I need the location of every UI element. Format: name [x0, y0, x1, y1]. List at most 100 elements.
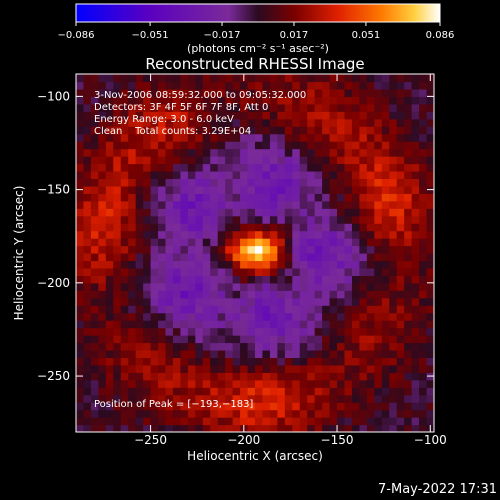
- heatmap-cell: [202, 394, 211, 403]
- heatmap-cell: [299, 402, 308, 411]
- heatmap-cell: [314, 238, 323, 247]
- heatmap-cell: [172, 148, 182, 157]
- heatmap-cell: [187, 417, 196, 426]
- heatmap-cell: [120, 335, 129, 344]
- heatmap-cell: [381, 133, 390, 142]
- heatmap-cell: [135, 238, 144, 247]
- heatmap-cell: [247, 305, 256, 314]
- heatmap-cell: [329, 320, 338, 329]
- heatmap-cell: [269, 357, 278, 366]
- heatmap-cell: [411, 290, 420, 299]
- heatmap-cell: [389, 357, 398, 366]
- heatmap-cell: [135, 342, 144, 351]
- heatmap-cell: [366, 320, 375, 329]
- heatmap-cell: [143, 238, 152, 247]
- heatmap-cell: [255, 96, 264, 105]
- heatmap-cell: [90, 282, 99, 291]
- heatmap-cell: [255, 424, 264, 432]
- heatmap-cell: [150, 335, 159, 344]
- heatmap-cell: [172, 335, 182, 344]
- heatmap-cell: [128, 372, 137, 381]
- heatmap-cell: [299, 215, 308, 224]
- heatmap-cell: [105, 208, 114, 217]
- heatmap-cell: [381, 170, 390, 180]
- heatmap-cell: [120, 178, 129, 187]
- heatmap-cell: [90, 327, 99, 336]
- heatmap-cell: [366, 185, 375, 194]
- heatmap-cell: [247, 156, 256, 165]
- heatmap-cell: [419, 357, 428, 366]
- heatmap-cell: [217, 357, 226, 366]
- heatmap-cell: [217, 133, 226, 142]
- heatmap-cell: [202, 200, 211, 209]
- heatmap-cell: [247, 282, 256, 291]
- heatmap-cell: [165, 282, 174, 291]
- heatmap-cell: [337, 327, 346, 336]
- heatmap-cell: [366, 193, 375, 202]
- heatmap-cell: [247, 118, 256, 127]
- heatmap-cell: [143, 260, 152, 269]
- heatmap-cell: [217, 170, 226, 180]
- heatmap-cell: [255, 245, 264, 254]
- heatmap-cell: [128, 230, 137, 239]
- heatmap-cell: [411, 126, 420, 135]
- heatmap-cell: [299, 387, 308, 396]
- heatmap-cell: [120, 74, 129, 83]
- heatmap-cell: [158, 178, 167, 187]
- heatmap-cell: [389, 118, 398, 127]
- heatmap-cell: [113, 156, 122, 165]
- heatmap-cell: [381, 290, 390, 299]
- heatmap-cell: [411, 342, 420, 351]
- heatmap-cell: [143, 96, 152, 105]
- heatmap-cell: [232, 208, 241, 217]
- heatmap-cell: [232, 230, 241, 239]
- heatmap-cell: [381, 208, 390, 217]
- heatmap-cell: [351, 409, 361, 418]
- heatmap-cell: [419, 424, 428, 432]
- heatmap-cell: [299, 170, 308, 180]
- heatmap-cell: [225, 409, 234, 418]
- heatmap-cell: [351, 282, 361, 291]
- heatmap-cell: [329, 379, 338, 388]
- heatmap-cell: [262, 81, 271, 90]
- heatmap-cell: [113, 379, 122, 388]
- heatmap-cell: [158, 342, 167, 351]
- heatmap-cell: [90, 96, 99, 105]
- heatmap-cell: [337, 215, 346, 224]
- heatmap-cell: [284, 267, 293, 276]
- heatmap-cell: [240, 290, 249, 299]
- heatmap-cell: [143, 424, 152, 432]
- heatmap-cell: [128, 253, 137, 262]
- heatmap-cell: [426, 230, 434, 239]
- heatmap-cell: [292, 335, 301, 344]
- heatmap-cell: [374, 394, 383, 403]
- heatmap-cell: [247, 111, 256, 120]
- heatmap-cell: [225, 305, 234, 314]
- heatmap-cell: [128, 178, 137, 187]
- heatmap-cell: [225, 141, 234, 150]
- heatmap-cell: [255, 349, 264, 359]
- heatmap-cell: [120, 379, 129, 388]
- heatmap-cell: [150, 156, 159, 165]
- heatmap-cell: [210, 230, 219, 239]
- heatmap-cell: [411, 170, 420, 180]
- heatmap-cell: [165, 74, 174, 83]
- heatmap-cell: [344, 290, 353, 299]
- heatmap-cell: [322, 96, 331, 105]
- heatmap-cell: [374, 253, 383, 262]
- heatmap-cell: [202, 275, 211, 284]
- heatmap-cell: [255, 327, 264, 336]
- heatmap-cell: [172, 424, 182, 432]
- heatmap-cell: [292, 267, 301, 276]
- heatmap-cell: [322, 111, 331, 120]
- heatmap-cell: [83, 379, 92, 388]
- heatmap-cell: [225, 148, 234, 157]
- heatmap-cell: [247, 126, 256, 135]
- heatmap-cell: [217, 96, 226, 105]
- heatmap-cell: [426, 335, 434, 344]
- heatmap-cell: [366, 290, 375, 299]
- heatmap-cell: [381, 320, 390, 329]
- heatmap-cell: [411, 96, 420, 105]
- heatmap-cell: [135, 364, 144, 373]
- heatmap-cell: [150, 417, 159, 426]
